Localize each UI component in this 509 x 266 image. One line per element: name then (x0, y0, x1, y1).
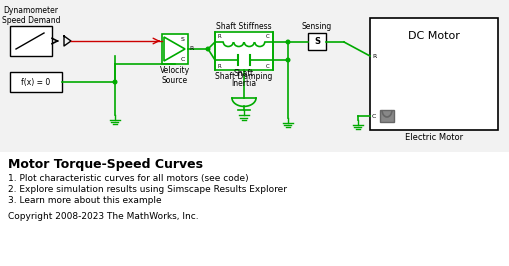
Text: R: R (372, 53, 376, 59)
Text: S: S (314, 37, 320, 46)
FancyBboxPatch shape (371, 19, 497, 129)
Polygon shape (164, 37, 185, 61)
Text: 2. Explore simulation results using Simscape Results Explorer: 2. Explore simulation results using Sims… (8, 185, 287, 194)
Text: R: R (218, 64, 222, 69)
FancyBboxPatch shape (10, 26, 52, 56)
Circle shape (286, 58, 290, 62)
Text: C: C (181, 57, 185, 62)
Text: 1. Plot characteristic curves for all motors (see code): 1. Plot characteristic curves for all mo… (8, 174, 248, 183)
Text: R: R (218, 34, 222, 39)
Text: Copyright 2008-2023 The MathWorks, Inc.: Copyright 2008-2023 The MathWorks, Inc. (8, 212, 199, 221)
Text: Velocity
Source: Velocity Source (160, 66, 190, 85)
Text: R: R (189, 47, 193, 52)
Text: 3. Learn more about this example: 3. Learn more about this example (8, 196, 162, 205)
Text: Shaft Stiffness: Shaft Stiffness (216, 22, 272, 31)
Bar (0, 0, 509, 152)
Text: C: C (266, 34, 270, 39)
FancyBboxPatch shape (380, 110, 394, 122)
Text: Motor Torque-Speed Curves: Motor Torque-Speed Curves (8, 158, 203, 171)
Text: Electric Motor: Electric Motor (405, 133, 463, 142)
Text: f(x) = 0: f(x) = 0 (21, 77, 50, 86)
Text: C: C (372, 114, 376, 118)
Text: Dynamometer
Speed Demand: Dynamometer Speed Demand (2, 6, 60, 25)
Text: C: C (266, 64, 270, 69)
Text: DC Motor: DC Motor (408, 31, 460, 41)
FancyBboxPatch shape (162, 34, 188, 64)
FancyBboxPatch shape (10, 72, 62, 92)
FancyBboxPatch shape (370, 18, 498, 130)
Text: Shaft Damping: Shaft Damping (215, 72, 273, 81)
Circle shape (113, 80, 117, 84)
FancyBboxPatch shape (215, 32, 273, 70)
Circle shape (206, 47, 210, 51)
FancyBboxPatch shape (308, 33, 326, 50)
Text: Sensing: Sensing (302, 22, 332, 31)
Circle shape (286, 40, 290, 44)
Text: S: S (181, 37, 185, 42)
Text: Shaft
Inertia: Shaft Inertia (232, 69, 257, 88)
